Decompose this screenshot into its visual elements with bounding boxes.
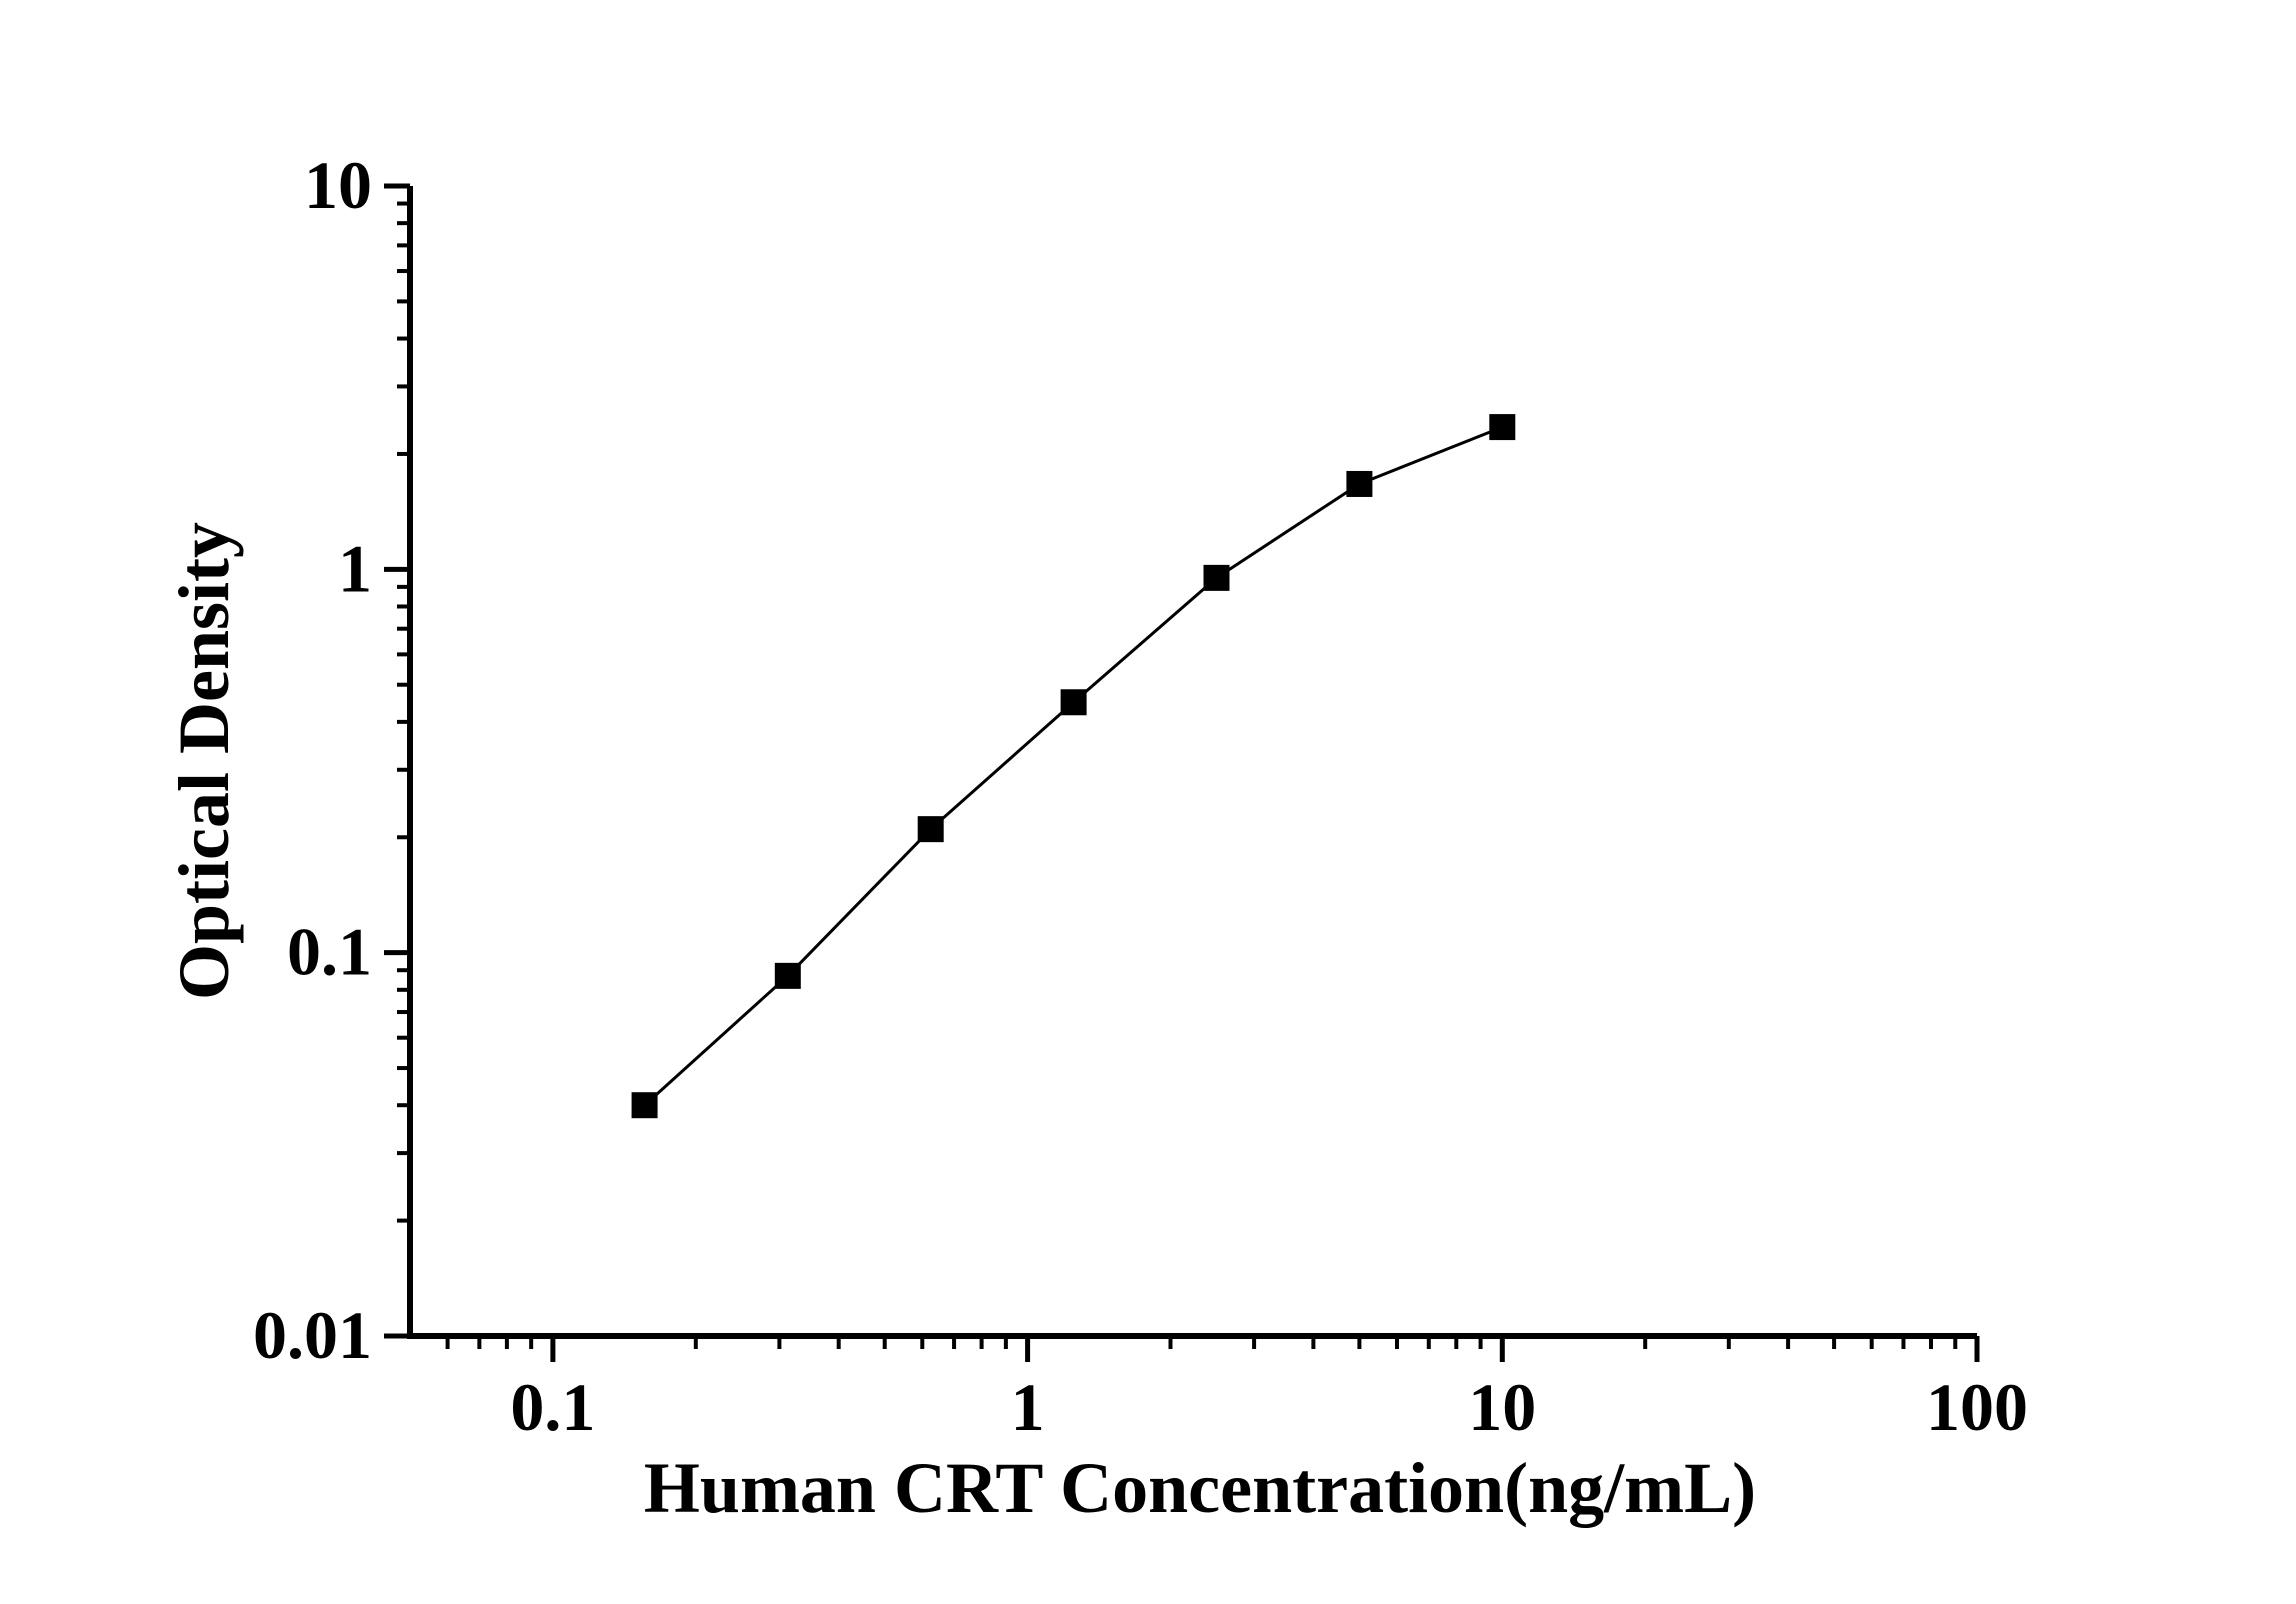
y-axis-tick-label: 0.1 [287,914,372,990]
y-axis-tick-label: 1 [338,530,372,606]
y-axis-title: Optical Density [164,522,244,1000]
data-point-marker [1203,564,1230,591]
x-axis-tick-label: 10 [1468,1369,1536,1445]
axis-spines [407,186,1977,1339]
y-axis-tick-label: 10 [304,147,372,223]
data-point-marker [1346,470,1373,497]
series-line [643,425,1503,1107]
y-axis-tick-label: 0.01 [253,1297,372,1373]
data-series [631,414,1516,1119]
data-point-marker [917,816,944,843]
data-point-marker [631,1092,658,1119]
data-point-marker [774,962,801,989]
axis-ticks [384,183,1980,1362]
x-axis-tick-label: 0.1 [510,1369,595,1445]
data-point-marker [1060,689,1087,716]
tick-labels: 0.1 1 10 100 0.01 0.1 1 10 [253,147,2028,1445]
x-axis-tick-label: 100 [1926,1369,2028,1445]
x-axis-title: Human CRT Concentration(ng/mL) [644,1448,1756,1528]
x-axis-tick-label: 1 [1011,1369,1045,1445]
data-point-marker [1489,414,1516,441]
